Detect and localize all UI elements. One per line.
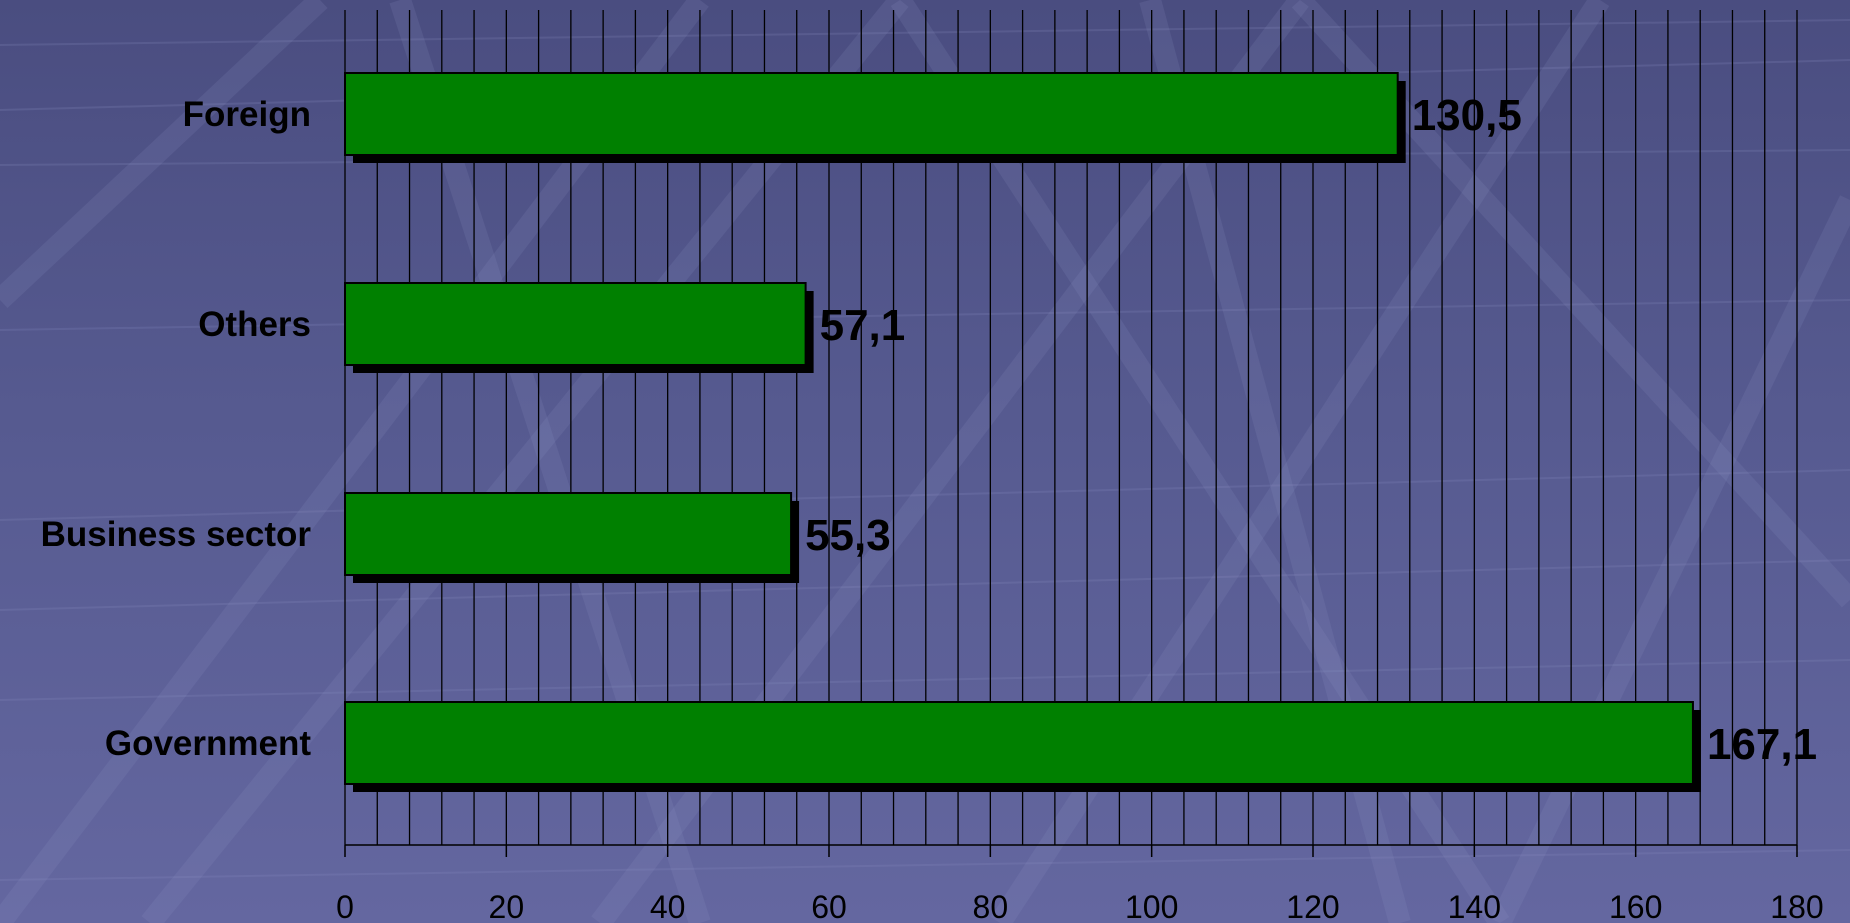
x-axis: 0 20 40 60 80 100 120 140 160 180 xyxy=(336,844,1824,923)
x-tick-label: 160 xyxy=(1609,889,1662,923)
bar-others xyxy=(344,282,807,366)
bars xyxy=(344,72,1701,792)
category-label: Others xyxy=(198,305,311,344)
bar-government xyxy=(344,701,1694,785)
x-tick-label: 100 xyxy=(1125,889,1178,923)
x-tick-label: 140 xyxy=(1448,889,1501,923)
data-label: 57,1 xyxy=(820,301,906,350)
data-label: 167,1 xyxy=(1707,720,1817,769)
x-tick-label: 20 xyxy=(489,889,525,923)
x-tick-label: 120 xyxy=(1286,889,1339,923)
x-tick-label: 40 xyxy=(650,889,686,923)
category-label: Foreign xyxy=(183,95,311,134)
x-tick-label: 80 xyxy=(973,889,1009,923)
category-label: Government xyxy=(105,724,311,763)
category-label: Business sector xyxy=(41,515,312,554)
data-label: 130,5 xyxy=(1412,91,1522,140)
x-tick-label: 180 xyxy=(1770,889,1823,923)
labels: Foreign 130,5 Others 57,1 Business sector 55,… xyxy=(41,91,1817,769)
x-tick-label: 60 xyxy=(811,889,847,923)
bar-business-sector xyxy=(344,492,793,576)
bar-foreign xyxy=(344,72,1399,156)
x-tick-label: 0 xyxy=(336,889,354,923)
data-label: 55,3 xyxy=(805,511,891,560)
